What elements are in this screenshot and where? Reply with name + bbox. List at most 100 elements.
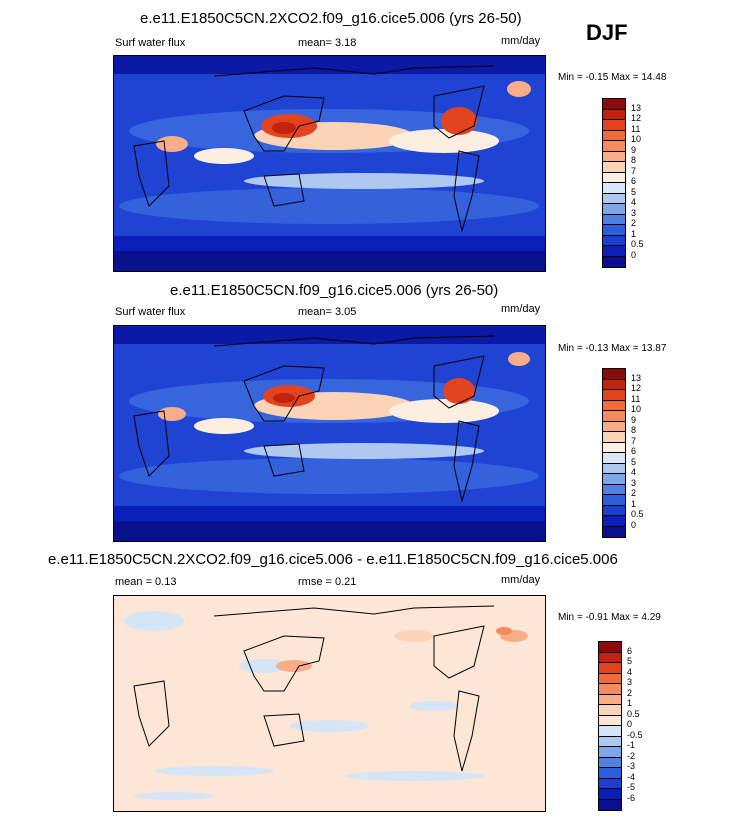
season-label: DJF	[586, 20, 628, 45]
colorbar-swatch	[603, 505, 625, 516]
panel-3-colorbar-ticks: 6 5 4 3 2 1 0.5 0 -0.5 -1 -2 -3 -4 -5 -6	[627, 641, 667, 809]
colorbar-tick-label: 0	[627, 719, 633, 729]
colorbar-tick-label: 4	[631, 467, 637, 477]
panel-1-minmax: Min = -0.15 Max = 14.48	[558, 72, 667, 83]
panel-1-units: mm/day	[501, 35, 541, 47]
panel-1-variable: Surf water flux	[115, 37, 186, 49]
colorbar-swatch	[599, 789, 621, 800]
colorbar-tick-label: -6	[627, 792, 636, 803]
colorbar-tick-label: 5	[627, 656, 633, 666]
colorbar-tick-label: -1	[627, 740, 636, 750]
colorbar-swatch	[599, 642, 621, 653]
colorbar-swatch	[599, 652, 621, 663]
colorbar-swatch	[603, 162, 625, 173]
colorbar-swatch	[603, 484, 625, 495]
colorbar-swatch	[603, 442, 625, 453]
colorbar-swatch	[599, 705, 621, 716]
colorbar-swatch	[603, 151, 625, 162]
colorbar-tick-label: 7	[631, 435, 637, 446]
colorbar-tick-label: 3	[627, 677, 633, 687]
colorbar-swatch	[603, 390, 625, 401]
colorbar-swatch	[599, 747, 621, 758]
colorbar-tick-label: -5	[627, 782, 636, 792]
colorbar-swatch	[603, 141, 625, 152]
colorbar-swatch	[599, 673, 621, 684]
colorbar-tick-label: 1	[631, 228, 637, 239]
colorbar-tick-label: 5	[631, 456, 637, 467]
colorbar-swatch	[603, 109, 625, 120]
panel-2-title: e.e11.E1850C5CN.f09_g16.cice5.006 (yrs 2…	[170, 282, 499, 299]
colorbar-swatch	[603, 400, 625, 411]
colorbar-swatch	[603, 235, 625, 246]
colorbar-swatch	[603, 130, 625, 141]
colorbar-swatch	[603, 225, 625, 236]
colorbar-tick-label: 2	[631, 218, 637, 228]
colorbar-tick-label: 1	[631, 498, 637, 509]
panel-3-mean: mean = 0.13	[115, 576, 177, 588]
colorbar-tick-label: -4	[627, 771, 636, 782]
colorbar-swatch	[603, 526, 625, 537]
colorbar-tick-label: -3	[627, 761, 636, 771]
panel-2-minmax: Min = -0.13 Max = 13.87	[558, 343, 667, 354]
colorbar-tick-label: 9	[631, 144, 637, 155]
colorbar-tick-label: 2	[627, 687, 633, 698]
colorbar-swatch	[603, 453, 625, 464]
colorbar-swatch	[603, 99, 625, 110]
colorbar-swatch	[599, 757, 621, 768]
panel-2-colorbar-ticks: 13 12 11 10 9 8 7 6 5 4 3 2 1 0.5 0	[631, 368, 671, 536]
colorbar-swatch	[603, 204, 625, 215]
colorbar-tick-label: 6	[631, 446, 637, 456]
colorbar-swatch	[599, 778, 621, 789]
panel-1-colorbar-ticks: 13 12 11 10 9 8 7 6 5 4 3 2 1 0.5 0	[631, 98, 671, 266]
panel-3-units: mm/day	[501, 574, 541, 586]
colorbar-tick-label: 11	[631, 123, 641, 134]
colorbar-tick-label: 5	[631, 186, 637, 197]
colorbar-tick-label: 6	[631, 176, 637, 186]
colorbar-tick-label: 8	[631, 155, 637, 165]
panel-1-title: e.e11.E1850C5CN.2XCO2.f09_g16.cice5.006 …	[140, 10, 522, 27]
colorbar-tick-label: 0	[631, 249, 637, 260]
colorbar-tick-label: 7	[631, 165, 637, 176]
colorbar-swatch	[603, 172, 625, 183]
colorbar-swatch	[603, 421, 625, 432]
colorbar-tick-label: 4	[631, 197, 637, 207]
colorbar-tick-label: 3	[631, 207, 637, 218]
panel-1-map	[113, 55, 546, 272]
colorbar-tick-label: 8	[631, 425, 637, 435]
colorbar-tick-label: 12	[631, 113, 642, 123]
panel-2-mean: mean= 3.05	[298, 306, 357, 318]
panel-3-title: e.e11.E1850C5CN.2XCO2.f09_g16.cice5.006 …	[48, 551, 618, 568]
colorbar-swatch	[599, 715, 621, 726]
colorbar-tick-label: 2	[631, 488, 637, 498]
colorbar-tick-label: 1	[627, 698, 633, 708]
colorbar-tick-label: -0.5	[627, 729, 643, 740]
panel-2-variable: Surf water flux	[115, 306, 186, 318]
panel-1-mean: mean= 3.18	[298, 37, 357, 49]
colorbar-swatch	[603, 120, 625, 131]
colorbar-tick-label: 4	[627, 666, 633, 677]
colorbar-tick-label: 3	[631, 477, 637, 488]
colorbar-swatch	[603, 463, 625, 474]
colorbar-tick-label: 0.5	[627, 708, 640, 719]
colorbar-swatch	[603, 246, 625, 257]
colorbar-swatch	[603, 183, 625, 194]
panel-3-rmse: rmse = 0.21	[298, 576, 357, 588]
panel-2-colorbar	[602, 368, 626, 538]
colorbar-swatch	[599, 726, 621, 737]
colorbar-swatch	[599, 736, 621, 747]
colorbar-tick-label: 12	[631, 383, 642, 393]
colorbar-swatch	[603, 474, 625, 485]
colorbar-swatch	[603, 379, 625, 390]
colorbar-tick-label: -2	[627, 750, 636, 761]
colorbar-tick-label: 11	[631, 393, 641, 404]
panel-2-units: mm/day	[501, 303, 541, 315]
panel-3-minmax: Min = -0.91 Max = 4.29	[558, 612, 661, 623]
colorbar-swatch	[599, 694, 621, 705]
colorbar-tick-label: 6	[627, 645, 633, 656]
panel-2-map	[113, 325, 546, 542]
colorbar-tick-label: 0	[631, 519, 637, 530]
colorbar-swatch	[599, 799, 621, 810]
colorbar-swatch	[603, 516, 625, 527]
colorbar-swatch	[603, 256, 625, 267]
colorbar-swatch	[603, 369, 625, 380]
